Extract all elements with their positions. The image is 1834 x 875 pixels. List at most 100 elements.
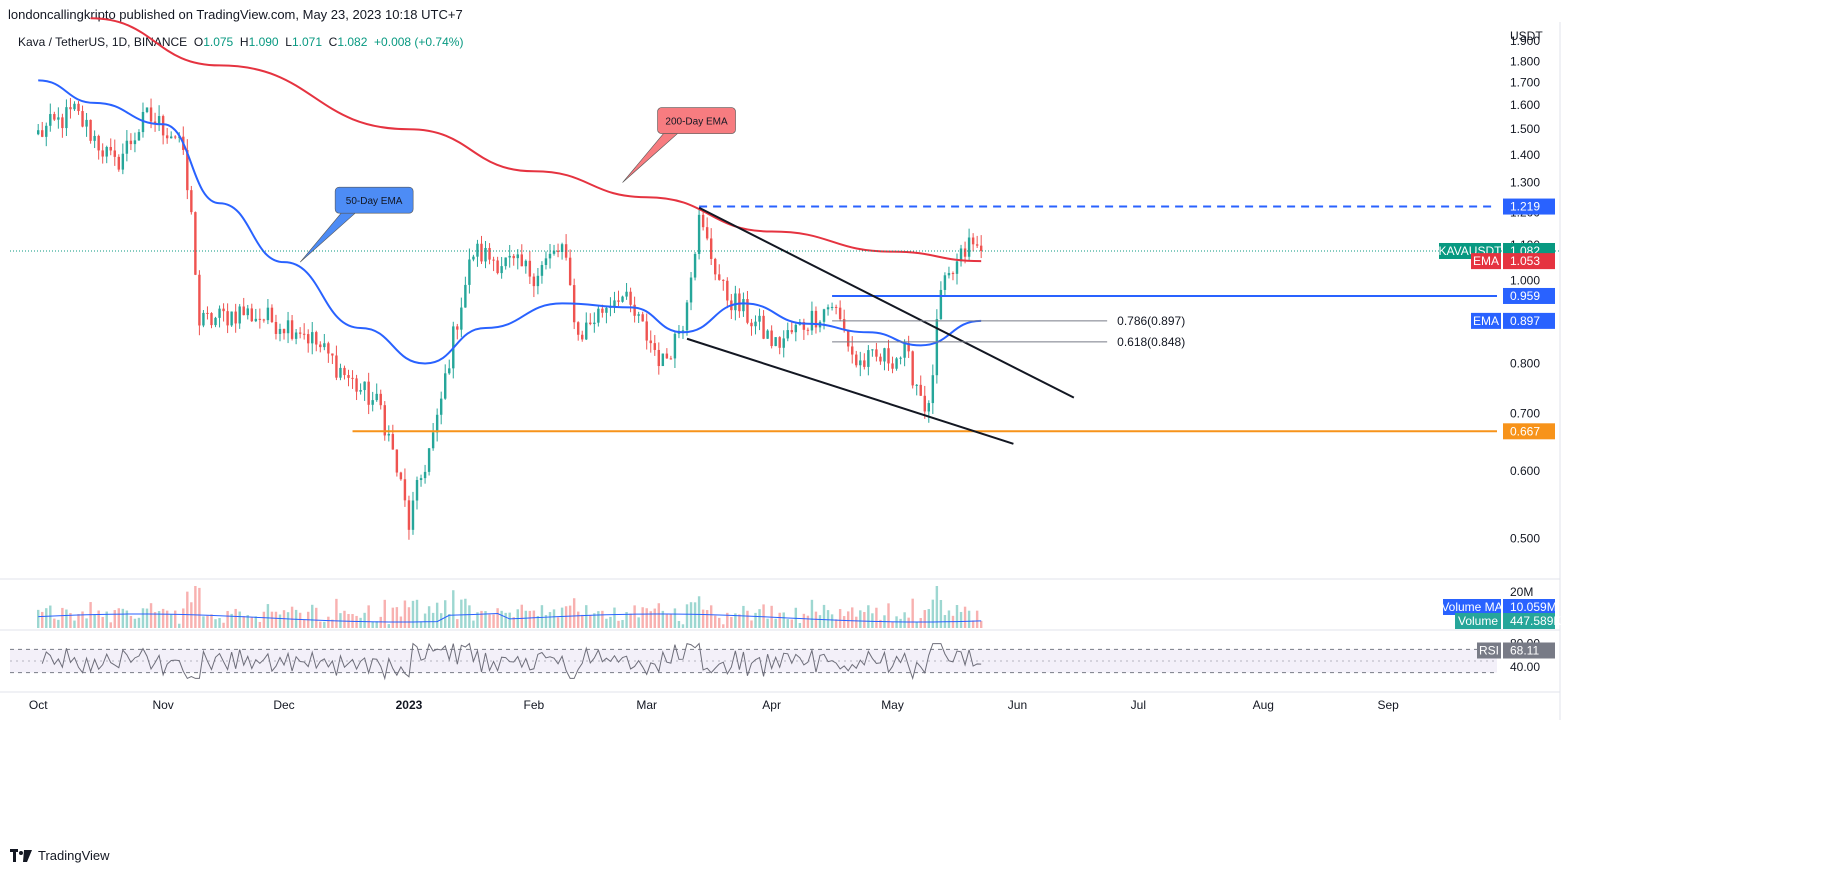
candle-body (516, 254, 519, 259)
volume-bar (129, 615, 133, 628)
volume-bar (617, 620, 620, 628)
candle-body (234, 311, 237, 324)
candle-body (230, 311, 233, 326)
volume-bar (488, 614, 491, 628)
price-tag-name: EMA (1473, 314, 1499, 328)
candle-body (472, 256, 475, 260)
callout-pointer (622, 133, 679, 183)
volume-bar (121, 608, 125, 628)
volume-bar (738, 614, 741, 628)
volume-bar (568, 605, 572, 628)
volume-bar (464, 598, 467, 628)
candle-body (355, 378, 358, 392)
volume-bar (238, 611, 241, 628)
volume-bar (411, 600, 415, 628)
candle-body (931, 375, 935, 404)
candle-body (500, 266, 503, 274)
price-tag: 0.959 (1503, 287, 1555, 304)
candle-body (439, 398, 443, 415)
candle-body (762, 315, 765, 339)
volume-bar (415, 599, 419, 628)
volume-bar (959, 611, 963, 628)
rsi-line (41, 642, 982, 681)
candle-body (444, 373, 447, 399)
candle-body (669, 358, 673, 360)
volume-bar (911, 598, 914, 628)
price-tag-value-bg (1503, 613, 1555, 629)
volume-bar (879, 619, 882, 628)
volume-bar (552, 609, 556, 628)
candle-body (540, 265, 544, 276)
volume-bar (593, 613, 596, 628)
candle-body (770, 330, 773, 347)
candle-body (581, 334, 584, 340)
volume-bar (625, 612, 628, 628)
candle-body (113, 150, 116, 157)
price-tag-name: Volume (1458, 614, 1498, 628)
volume-bar (766, 618, 769, 628)
time-tick: Feb (524, 698, 545, 712)
volume-bar (762, 604, 765, 628)
volume-bar (468, 605, 471, 628)
volume-bar (496, 608, 499, 628)
candle-body (786, 330, 789, 339)
candle-body (375, 393, 378, 401)
volume-bar (597, 611, 600, 628)
candle-body (685, 302, 689, 331)
candle-body (564, 244, 568, 258)
volume-bar (697, 596, 701, 628)
volume-bar (117, 608, 121, 628)
change-value: +0.008 (+0.74%) (374, 35, 464, 49)
volume-bar (73, 620, 76, 628)
candle-body (331, 353, 334, 356)
candle-body (532, 276, 536, 287)
candle-body (742, 299, 745, 312)
candle-body (814, 310, 818, 328)
candle-body (129, 140, 133, 145)
volume-bar (427, 606, 431, 628)
candle-body (133, 140, 137, 145)
volume-bar (246, 615, 249, 628)
volume-bar (693, 602, 697, 628)
candle-body (294, 332, 298, 339)
volume-bar (331, 619, 334, 628)
candle-body (41, 130, 44, 137)
candle-body (774, 337, 777, 347)
candle-body (705, 227, 709, 239)
volume-bar (327, 616, 330, 628)
price-tag: 1.219 (1503, 198, 1555, 215)
volume-bar (556, 617, 560, 628)
volume-bar (786, 619, 789, 628)
candle-body (169, 136, 173, 139)
price-tag-value: 10.059M (1510, 600, 1557, 614)
volume-bar (915, 621, 918, 628)
candle-body (484, 247, 487, 262)
candle-body (697, 214, 701, 254)
candle-body (391, 434, 395, 450)
volume-bar (290, 606, 294, 628)
candle-body (363, 381, 366, 391)
indicator-lines (38, 17, 982, 365)
candle-body (734, 293, 737, 311)
volume-bar (41, 611, 44, 628)
open-value: 1.075 (203, 35, 234, 49)
volume-bar (681, 624, 685, 628)
price-tag-name-bg (1471, 312, 1501, 329)
candle-body (681, 330, 685, 332)
candle-body (480, 243, 483, 262)
price-tag-value: 0.959 (1510, 289, 1540, 303)
price-tick: 1.900 (1510, 34, 1540, 48)
candle-body (411, 500, 415, 530)
volume-bar (460, 599, 463, 628)
candle-body (431, 432, 435, 449)
time-tick: Sep (1378, 698, 1400, 712)
volume-bar (97, 610, 100, 628)
candle-body (766, 330, 769, 339)
volume-bar (302, 619, 306, 628)
price-tag-value-bg (1503, 253, 1555, 270)
volume-bar (645, 608, 648, 628)
volume-bar (101, 616, 104, 628)
candle-body (315, 332, 318, 345)
volume-bar (270, 611, 274, 628)
